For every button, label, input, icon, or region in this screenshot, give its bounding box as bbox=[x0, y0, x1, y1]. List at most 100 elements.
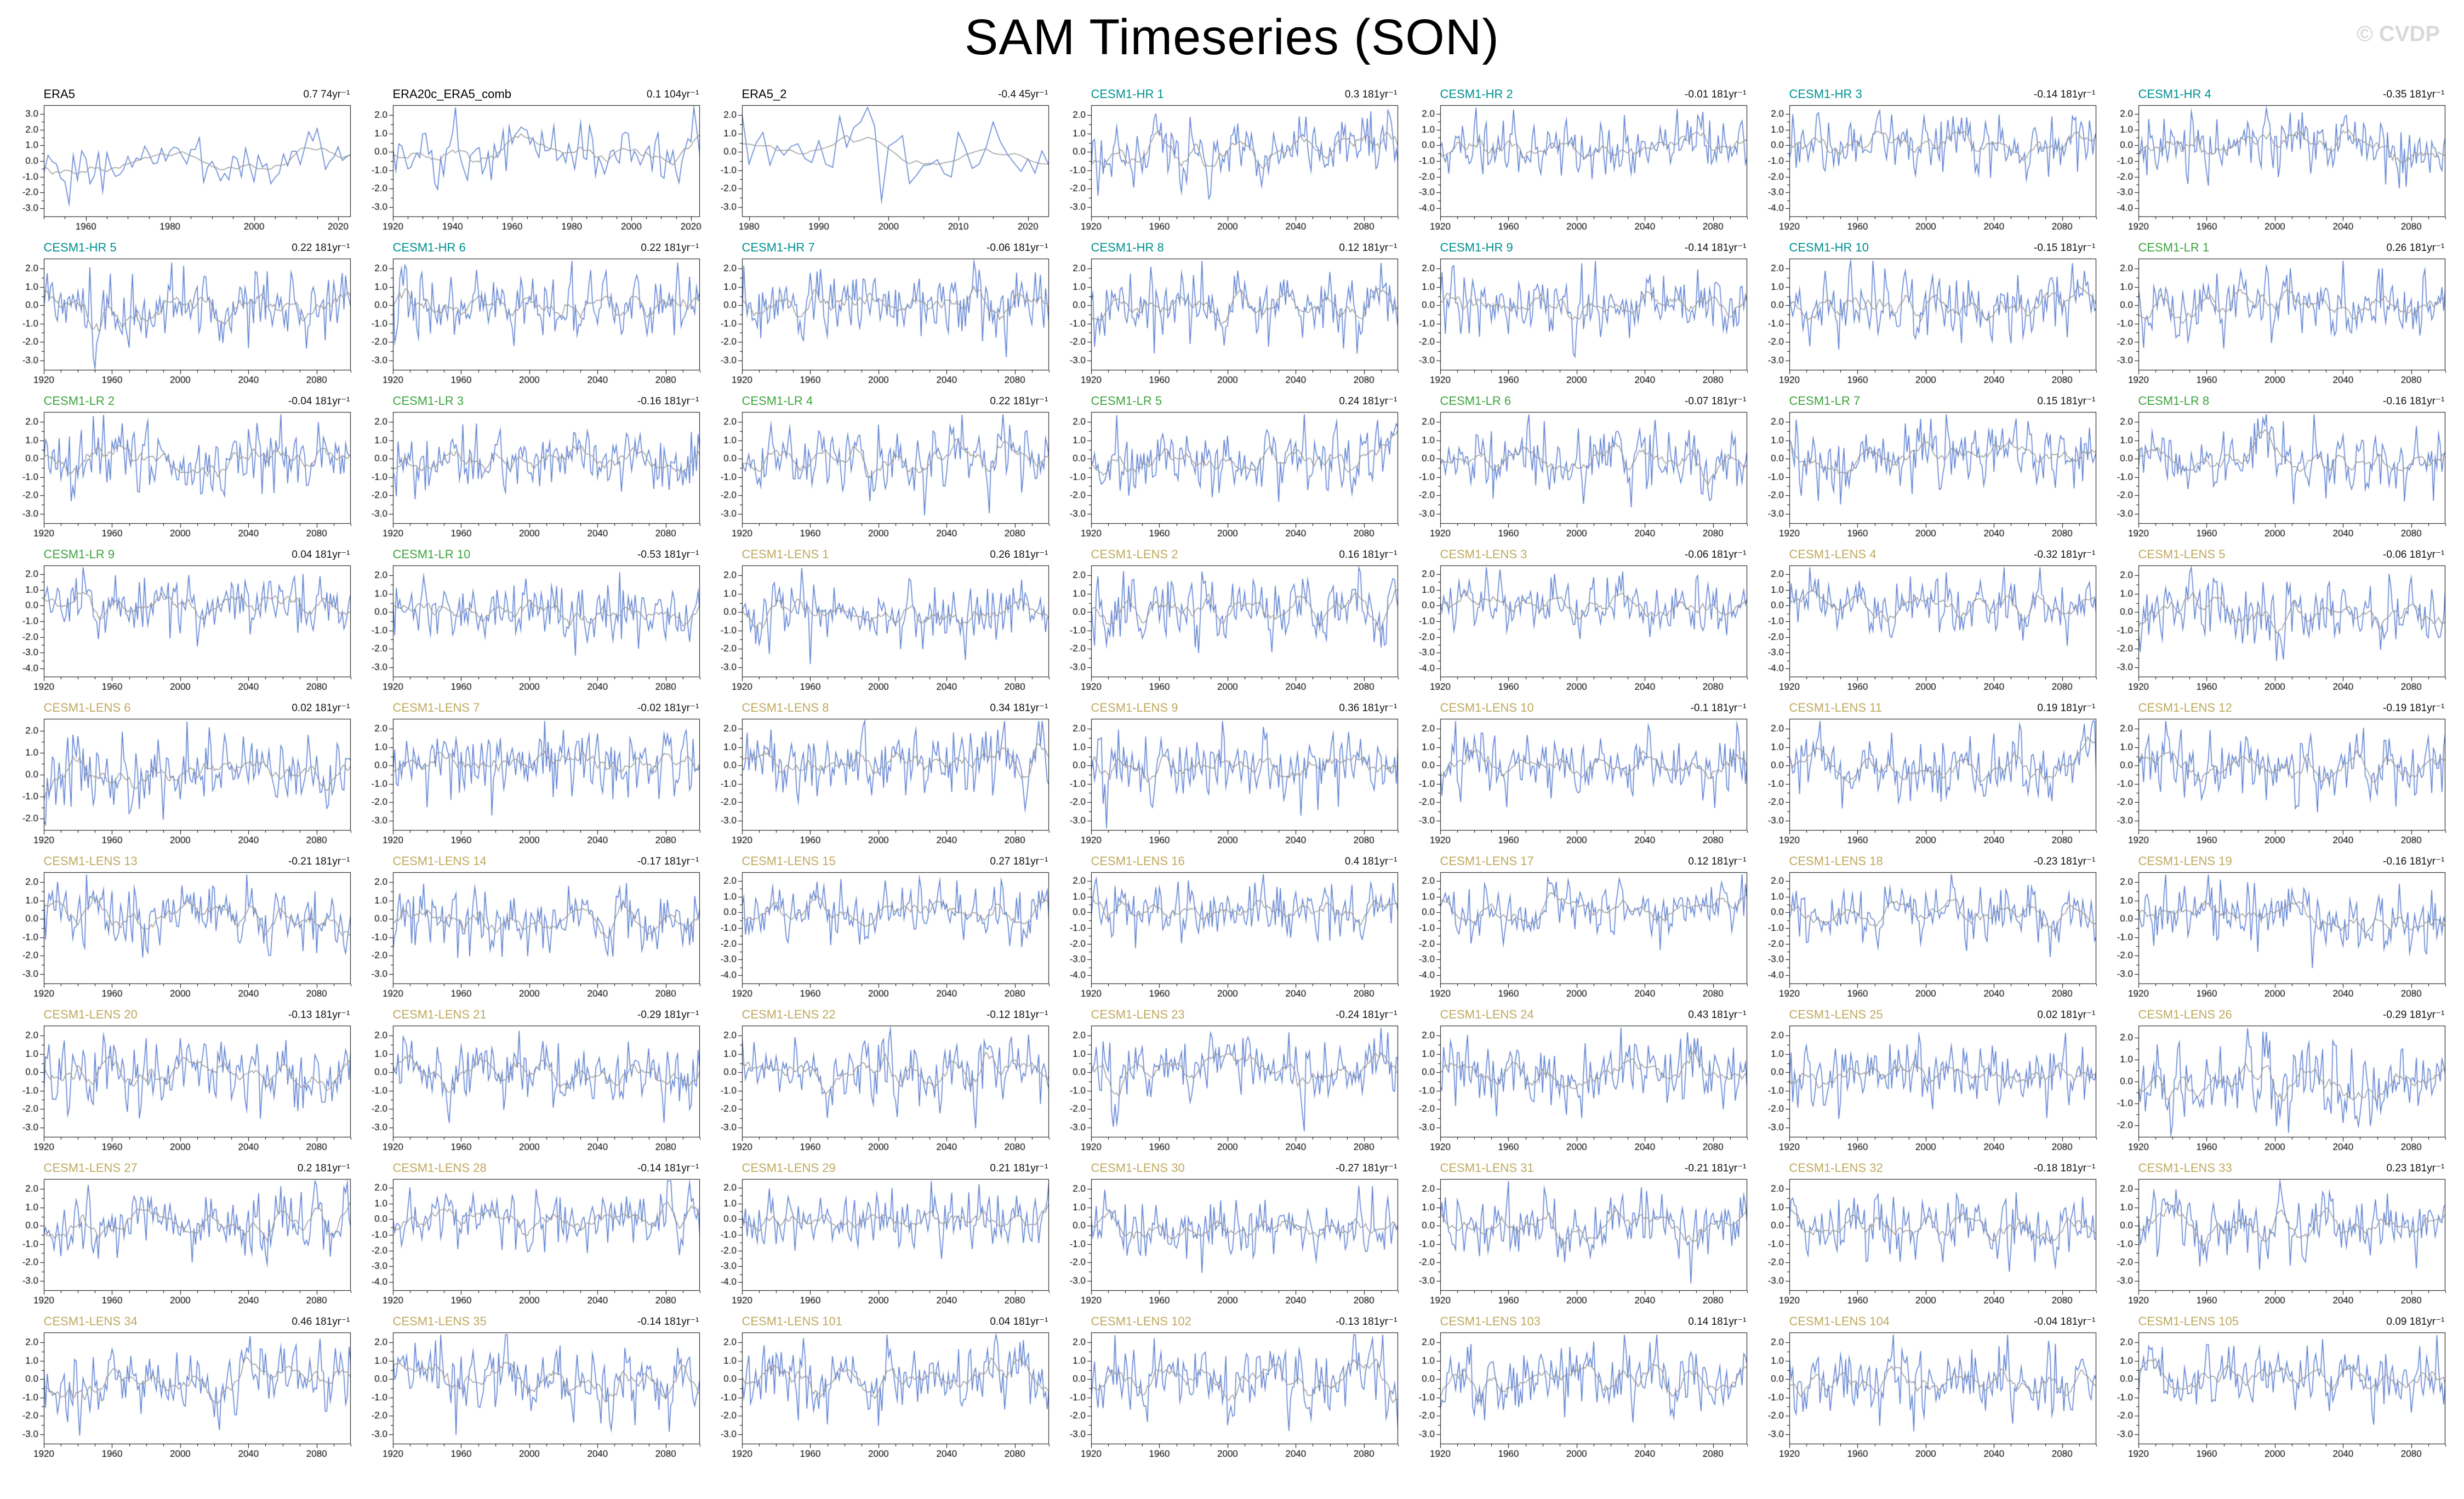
timeseries-canvas bbox=[14, 409, 356, 541]
panel-title: CESM1-LENS 9 bbox=[1091, 701, 1178, 714]
panel-trend-value: -0.35 181yr⁻¹ bbox=[2383, 89, 2445, 100]
timeseries-panel: CESM1-HR 4 -0.35 181yr⁻¹ bbox=[2108, 87, 2450, 234]
timeseries-canvas bbox=[712, 869, 1054, 1002]
panel-header: CESM1-LENS 11 0.19 181yr⁻¹ bbox=[1760, 700, 2101, 716]
timeseries-panel: CESM1-LR 4 0.22 181yr⁻¹ bbox=[712, 393, 1054, 541]
timeseries-panel: CESM1-LENS 20 -0.13 181yr⁻¹ bbox=[14, 1007, 356, 1155]
panel-trend-value: 0.22 181yr⁻¹ bbox=[641, 242, 699, 254]
panel-header: CESM1-HR 9 -0.14 181yr⁻¹ bbox=[1411, 240, 1752, 255]
panel-header: CESM1-HR 1 0.3 181yr⁻¹ bbox=[1062, 87, 1403, 102]
panel-header: ERA5_2 -0.4 45yr⁻¹ bbox=[712, 87, 1054, 102]
timeseries-panel: CESM1-LENS 32 -0.18 181yr⁻¹ bbox=[1759, 1160, 2101, 1308]
panel-title: CESM1-HR 2 bbox=[1440, 87, 1513, 101]
timeseries-canvas bbox=[1061, 409, 1403, 541]
panel-header: CESM1-LENS 105 0.09 181yr⁻¹ bbox=[2109, 1314, 2450, 1329]
panel-header: CESM1-HR 7 -0.06 181yr⁻¹ bbox=[712, 240, 1054, 255]
panel-header: CESM1-HR 6 0.22 181yr⁻¹ bbox=[363, 240, 705, 255]
timeseries-panel: CESM1-LENS 1 0.26 181yr⁻¹ bbox=[712, 547, 1054, 695]
panel-title: CESM1-LENS 103 bbox=[1440, 1314, 1541, 1328]
panel-title: CESM1-LENS 32 bbox=[1789, 1161, 1883, 1175]
timeseries-panel: CESM1-HR 5 0.22 181yr⁻¹ bbox=[14, 240, 356, 388]
page-title: SAM Timeseries (SON) bbox=[965, 9, 1499, 65]
timeseries-canvas bbox=[2108, 562, 2450, 695]
panel-trend-value: -0.21 181yr⁻¹ bbox=[288, 856, 350, 867]
panel-header: ERA5 0.7 74yr⁻¹ bbox=[14, 87, 356, 102]
panel-trend-value: 0.36 181yr⁻¹ bbox=[1339, 702, 1398, 714]
timeseries-panel: CESM1-LENS 105 0.09 181yr⁻¹ bbox=[2108, 1314, 2450, 1462]
panel-trend-value: 0.12 181yr⁻¹ bbox=[1339, 242, 1398, 254]
panel-trend-value: -0.32 181yr⁻¹ bbox=[2034, 549, 2096, 560]
panel-header: CESM1-LENS 104 -0.04 181yr⁻¹ bbox=[1760, 1314, 2101, 1329]
panel-header: CESM1-LR 7 0.15 181yr⁻¹ bbox=[1760, 393, 2101, 409]
timeseries-panel: CESM1-LENS 28 -0.14 181yr⁻¹ bbox=[363, 1160, 705, 1308]
panel-title: CESM1-HR 1 bbox=[1091, 87, 1164, 101]
timeseries-canvas bbox=[1410, 409, 1752, 541]
panel-title: CESM1-LENS 11 bbox=[1789, 701, 1883, 714]
timeseries-panel: CESM1-LENS 18 -0.23 181yr⁻¹ bbox=[1759, 854, 2101, 1002]
panel-header: CESM1-LENS 26 -0.29 181yr⁻¹ bbox=[2109, 1007, 2450, 1022]
timeseries-panel: CESM1-LENS 11 0.19 181yr⁻¹ bbox=[1759, 700, 2101, 848]
panel-trend-value: -0.07 181yr⁻¹ bbox=[1685, 396, 1747, 407]
panel-trend-value: -0.21 181yr⁻¹ bbox=[1685, 1163, 1747, 1174]
panel-trend-value: -0.13 181yr⁻¹ bbox=[1336, 1316, 1398, 1328]
timeseries-panel: CESM1-HR 1 0.3 181yr⁻¹ bbox=[1061, 87, 1403, 234]
timeseries-panel: CESM1-HR 6 0.22 181yr⁻¹ bbox=[363, 240, 705, 388]
panel-title: CESM1-LENS 3 bbox=[1440, 547, 1527, 561]
timeseries-canvas bbox=[1061, 102, 1403, 234]
panel-trend-value: -0.27 181yr⁻¹ bbox=[1336, 1163, 1398, 1174]
panel-title: CESM1-LENS 35 bbox=[392, 1314, 487, 1328]
panel-trend-value: 0.22 181yr⁻¹ bbox=[990, 396, 1048, 407]
panel-trend-value: -0.29 181yr⁻¹ bbox=[637, 1009, 699, 1021]
panel-title: CESM1-LENS 5 bbox=[2138, 547, 2226, 561]
panel-header: CESM1-HR 10 -0.15 181yr⁻¹ bbox=[1760, 240, 2101, 255]
timeseries-panel: CESM1-LENS 101 0.04 181yr⁻¹ bbox=[712, 1314, 1054, 1462]
timeseries-canvas bbox=[2108, 716, 2450, 848]
timeseries-canvas bbox=[14, 1176, 356, 1308]
panel-header: CESM1-LENS 15 0.27 181yr⁻¹ bbox=[712, 854, 1054, 869]
panel-trend-value: -0.04 181yr⁻¹ bbox=[2034, 1316, 2096, 1328]
panel-header: CESM1-LENS 14 -0.17 181yr⁻¹ bbox=[363, 854, 705, 869]
timeseries-panel: CESM1-LENS 33 0.23 181yr⁻¹ bbox=[2108, 1160, 2450, 1308]
panel-trend-value: -0.02 181yr⁻¹ bbox=[637, 702, 699, 714]
panel-title: CESM1-LENS 33 bbox=[2138, 1161, 2232, 1175]
panel-header: ERA20c_ERA5_comb 0.1 104yr⁻¹ bbox=[363, 87, 705, 102]
panel-trend-value: 0.16 181yr⁻¹ bbox=[1339, 549, 1398, 560]
timeseries-canvas bbox=[14, 102, 356, 234]
timeseries-canvas bbox=[1410, 1022, 1752, 1155]
timeseries-canvas bbox=[1759, 102, 2101, 234]
panel-header: CESM1-LENS 34 0.46 181yr⁻¹ bbox=[14, 1314, 356, 1329]
timeseries-canvas bbox=[14, 1329, 356, 1462]
timeseries-canvas bbox=[1061, 1022, 1403, 1155]
timeseries-canvas bbox=[2108, 1022, 2450, 1155]
cvdp-watermark: © CVDP bbox=[2357, 22, 2440, 46]
timeseries-panel: CESM1-LENS 34 0.46 181yr⁻¹ bbox=[14, 1314, 356, 1462]
timeseries-canvas bbox=[2108, 1176, 2450, 1308]
panel-title: CESM1-LENS 2 bbox=[1091, 547, 1178, 561]
panel-trend-value: 0.02 181yr⁻¹ bbox=[292, 702, 350, 714]
timeseries-canvas bbox=[363, 562, 705, 695]
panel-trend-value: 0.2 181yr⁻¹ bbox=[297, 1163, 350, 1174]
panel-trend-value: -0.17 181yr⁻¹ bbox=[637, 856, 699, 867]
panel-title: CESM1-LR 10 bbox=[392, 547, 471, 561]
timeseries-panel: CESM1-LENS 12 -0.19 181yr⁻¹ bbox=[2108, 700, 2450, 848]
panel-title: CESM1-LENS 34 bbox=[43, 1314, 138, 1328]
panel-title: CESM1-LENS 4 bbox=[1789, 547, 1876, 561]
panel-header: CESM1-LENS 28 -0.14 181yr⁻¹ bbox=[363, 1160, 705, 1176]
timeseries-canvas bbox=[14, 562, 356, 695]
panel-trend-value: 0.19 181yr⁻¹ bbox=[2037, 702, 2096, 714]
timeseries-panel: CESM1-LENS 17 0.12 181yr⁻¹ bbox=[1410, 854, 1752, 1002]
timeseries-canvas bbox=[712, 1022, 1054, 1155]
timeseries-panel: CESM1-LENS 25 0.02 181yr⁻¹ bbox=[1759, 1007, 2101, 1155]
panel-title: CESM1-LENS 16 bbox=[1091, 854, 1185, 868]
timeseries-panel: CESM1-HR 10 -0.15 181yr⁻¹ bbox=[1759, 240, 2101, 388]
panel-title: CESM1-LR 4 bbox=[742, 394, 813, 408]
panel-title: ERA5 bbox=[43, 87, 75, 101]
panel-trend-value: 0.24 181yr⁻¹ bbox=[1339, 396, 1398, 407]
timeseries-canvas bbox=[2108, 102, 2450, 234]
panel-trend-value: -0.29 181yr⁻¹ bbox=[2383, 1009, 2445, 1021]
timeseries-panel: ERA20c_ERA5_comb 0.1 104yr⁻¹ bbox=[363, 87, 705, 234]
timeseries-canvas bbox=[363, 409, 705, 541]
panel-title: CESM1-LENS 28 bbox=[392, 1161, 487, 1175]
timeseries-panel: CESM1-LENS 10 -0.1 181yr⁻¹ bbox=[1410, 700, 1752, 848]
timeseries-panel: CESM1-LENS 4 -0.32 181yr⁻¹ bbox=[1759, 547, 2101, 695]
